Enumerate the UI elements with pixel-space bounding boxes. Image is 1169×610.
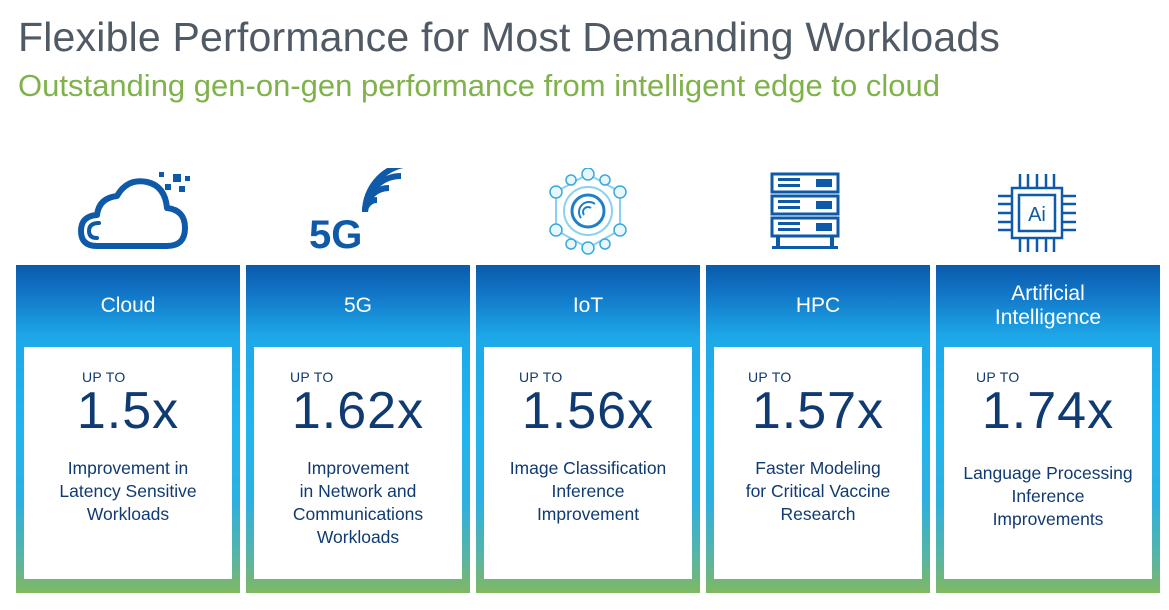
card-body: UP TO 1.57x Faster Modeling for Critical… <box>714 347 922 579</box>
page-subtitle: Outstanding gen-on-gen performance from … <box>18 68 940 103</box>
server-rack-icon <box>770 172 840 249</box>
card-5g: 5G UP TO 1.62x Improvement in Network an… <box>246 265 470 593</box>
card-body: UP TO 1.74x Language Processing Inferenc… <box>944 347 1152 579</box>
card-heading: 5G <box>343 294 372 317</box>
card-body: UP TO 1.5x Improvement in Latency Sensit… <box>24 347 232 579</box>
card-heading: Artificial Intelligence <box>994 282 1102 329</box>
card-heading: IoT <box>572 294 604 317</box>
iot-icon <box>549 168 627 255</box>
card-description: Image Classification Inference Improveme… <box>509 458 667 524</box>
card-prefix: UP TO <box>290 369 334 385</box>
card-description: Faster Modeling for Critical Vaccine Res… <box>745 458 891 524</box>
card-heading: HPC <box>795 294 841 317</box>
page-title: Flexible Performance for Most Demanding … <box>18 14 1001 60</box>
card-hpc: HPC UP TO 1.57x Faster Modeling for Crit… <box>706 265 930 593</box>
card-body: UP TO 1.62x Improvement in Network and C… <box>254 347 462 579</box>
card-value: 1.74x <box>981 382 1115 440</box>
5g-icon: 5G <box>309 168 404 257</box>
card-description: Improvement in Latency Sensitive Workloa… <box>59 458 197 524</box>
card-prefix: UP TO <box>519 369 563 385</box>
card-body: UP TO 1.56x Image Classification Inferen… <box>484 347 692 579</box>
5g-icon-label: 5G <box>309 213 362 257</box>
card-value: 1.5x <box>76 382 180 440</box>
card-value: 1.56x <box>521 382 655 440</box>
cloud-icon <box>78 172 190 249</box>
ai-chip-label: Ai <box>1028 204 1046 226</box>
card-prefix: UP TO <box>82 369 126 385</box>
ai-chip-icon: Ai <box>998 174 1076 252</box>
card-value: 1.62x <box>291 382 425 440</box>
card-heading: Cloud <box>100 294 156 317</box>
card-description: Language Processing Inference Improvemen… <box>963 463 1133 529</box>
card-artificial-intelligence: Artificial Intelligence UP TO 1.74x Lang… <box>936 265 1160 593</box>
card-description: Improvement in Network and Communication… <box>292 458 424 547</box>
card-iot: IoT UP TO 1.56x Image Classification Inf… <box>476 265 700 593</box>
card-prefix: UP TO <box>976 369 1020 385</box>
card-prefix: UP TO <box>748 369 792 385</box>
card-cloud: Cloud UP TO 1.5x Improvement in Latency … <box>16 265 240 593</box>
card-value: 1.57x <box>751 382 885 440</box>
